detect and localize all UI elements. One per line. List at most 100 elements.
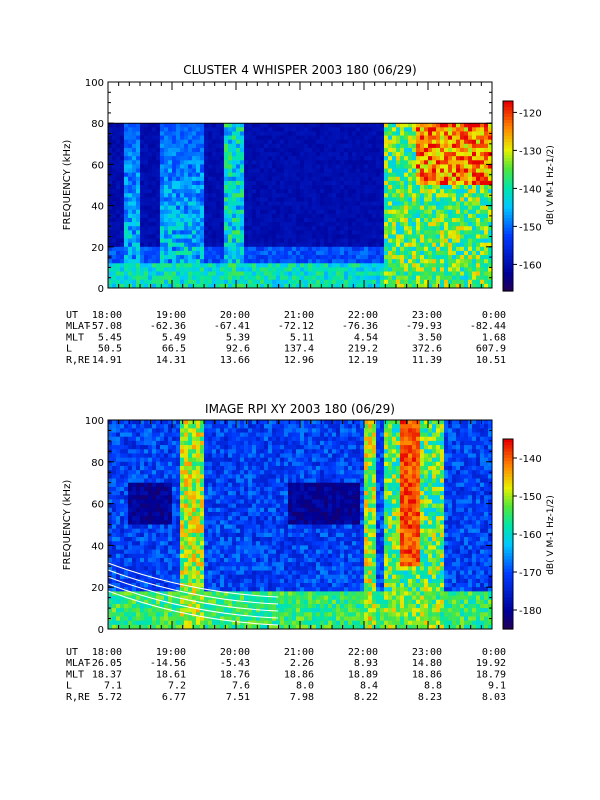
spectrogram-cell bbox=[156, 222, 161, 227]
colorbar-swatch bbox=[503, 104, 513, 108]
spectrogram-cell bbox=[108, 578, 113, 584]
spectrogram-cell bbox=[200, 242, 205, 248]
spectrogram-cell bbox=[228, 279, 233, 285]
spectrogram-cell bbox=[124, 143, 129, 149]
spectrogram-cell bbox=[368, 259, 373, 264]
spectrogram-cell bbox=[124, 127, 129, 132]
spectrogram-cell bbox=[340, 275, 345, 281]
spectrogram-cell bbox=[156, 209, 161, 215]
spectrogram-cell bbox=[156, 616, 161, 622]
spectrogram-cell bbox=[108, 549, 113, 555]
spectrogram-cell bbox=[144, 482, 149, 488]
spectrogram-cell bbox=[372, 279, 377, 285]
spectrogram-cell bbox=[376, 226, 381, 231]
spectrogram-cell bbox=[352, 226, 357, 231]
spectrogram-cell bbox=[324, 238, 329, 244]
spectrogram-cell bbox=[260, 131, 265, 137]
spectrogram-cell bbox=[252, 152, 257, 157]
spectrogram-cell bbox=[144, 578, 149, 584]
spectrogram-cell bbox=[356, 271, 361, 277]
spectrogram-cell bbox=[116, 197, 121, 202]
spectrogram-cell bbox=[248, 263, 253, 268]
spectrogram-cell bbox=[156, 432, 161, 438]
spectrogram-cell bbox=[424, 226, 429, 231]
spectrogram-cell bbox=[468, 267, 473, 273]
spectrogram-cell bbox=[124, 612, 129, 617]
spectrogram-cell bbox=[168, 432, 173, 438]
spectrogram-cell bbox=[140, 420, 145, 425]
spectrogram-cell bbox=[480, 193, 485, 198]
spectrogram-cell bbox=[404, 222, 409, 227]
spectrogram-cell bbox=[144, 176, 149, 182]
spectrogram-cell bbox=[292, 250, 297, 256]
spectrogram-cell bbox=[448, 263, 453, 268]
spectrogram-cell bbox=[120, 250, 125, 256]
spectrogram-cell bbox=[124, 263, 129, 268]
spectrogram-cell bbox=[136, 562, 141, 567]
spectrogram-cell bbox=[300, 271, 305, 277]
spectrogram-cell bbox=[488, 242, 493, 248]
spectrogram-cell bbox=[404, 123, 409, 128]
spectrogram-cell bbox=[272, 246, 277, 252]
spectrogram-cell bbox=[268, 246, 273, 252]
spectrogram-cell bbox=[148, 205, 153, 211]
spectrogram-cell bbox=[408, 131, 413, 137]
spectrogram-cell bbox=[216, 246, 221, 252]
colorbar-swatch bbox=[503, 268, 513, 273]
spectrogram-cell bbox=[196, 275, 201, 281]
spectrogram-cell bbox=[200, 135, 205, 141]
spectrogram-cell bbox=[452, 267, 457, 273]
spectrogram-cell bbox=[388, 250, 393, 256]
spectrogram-cell bbox=[184, 209, 189, 215]
spectrogram-cell bbox=[428, 185, 433, 190]
spectrogram-cell bbox=[488, 226, 493, 231]
spectrogram-cell bbox=[164, 583, 169, 588]
spectrogram-cell bbox=[220, 263, 225, 268]
spectrogram-cell bbox=[324, 197, 329, 202]
spectrogram-cell bbox=[124, 562, 129, 567]
spectrogram-cell bbox=[408, 226, 413, 231]
spectrogram-cell bbox=[180, 127, 185, 132]
spectrogram-cell bbox=[472, 189, 477, 194]
spectrogram-cell bbox=[216, 222, 221, 227]
spectrogram-cell bbox=[328, 271, 333, 277]
spectrogram-cell bbox=[344, 185, 349, 190]
spectrogram-cell bbox=[228, 131, 233, 137]
spectrogram-cell bbox=[352, 250, 357, 256]
spectrogram-cell bbox=[420, 168, 425, 174]
spectrogram-cell bbox=[148, 197, 153, 202]
spectrogram-cell bbox=[244, 263, 249, 268]
spectrogram-cell bbox=[112, 595, 117, 601]
spectrogram-cell bbox=[392, 217, 397, 223]
spectrogram-cell bbox=[472, 164, 477, 170]
spectrogram-cell bbox=[192, 180, 197, 186]
spectrogram-cell bbox=[476, 234, 481, 240]
spectrogram-cell bbox=[416, 152, 421, 157]
spectrogram-cell bbox=[372, 217, 377, 223]
spectrogram-cell bbox=[344, 205, 349, 211]
spectrogram-cell bbox=[168, 230, 173, 235]
spectrogram-cell bbox=[468, 164, 473, 170]
spectrogram-cell bbox=[152, 205, 157, 211]
spectrogram-cell bbox=[460, 172, 465, 178]
spectrogram-cell bbox=[228, 209, 233, 215]
spectrogram-cell bbox=[160, 566, 165, 571]
spectrogram-cell bbox=[460, 180, 465, 186]
spectrogram-cell bbox=[212, 135, 217, 141]
spectrogram-cell bbox=[328, 185, 333, 190]
spectrogram-cell bbox=[140, 616, 145, 622]
spectrogram-cell bbox=[224, 205, 229, 211]
spectrogram-cell bbox=[132, 197, 137, 202]
spectrogram-cell bbox=[184, 172, 189, 178]
spectrogram-cell bbox=[348, 143, 353, 149]
spectrogram-cell bbox=[148, 156, 153, 161]
spectrogram-cell bbox=[428, 271, 433, 277]
spectrogram-cell bbox=[472, 152, 477, 157]
spectrogram-cell bbox=[332, 123, 337, 128]
spectrogram-cell bbox=[156, 139, 161, 145]
spectrogram-cell bbox=[128, 428, 133, 434]
spectrogram-cell bbox=[116, 528, 121, 534]
spectrogram-cell bbox=[176, 271, 181, 277]
spectrogram-cell bbox=[456, 139, 461, 145]
spectrogram-cell bbox=[444, 283, 449, 289]
